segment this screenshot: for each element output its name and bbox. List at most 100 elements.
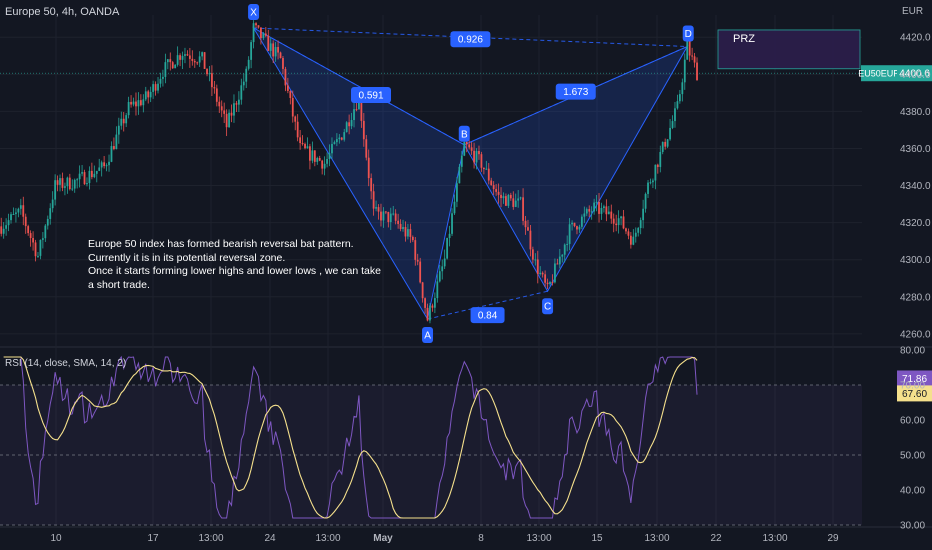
candle-body [340, 137, 343, 140]
candle-body [193, 60, 196, 63]
candle-body [615, 223, 618, 226]
candle-body [289, 90, 292, 98]
candle-body [220, 106, 223, 111]
candle-body [299, 137, 302, 144]
candle-body [433, 298, 436, 308]
trade-annotation: Europe 50 index has formed bearish rever… [88, 238, 381, 291]
prz-zone [717, 29, 861, 70]
candle-body [215, 88, 218, 102]
price-tick-label: 4320.0 [900, 218, 931, 229]
candle-body [598, 201, 600, 214]
candle-body [355, 109, 358, 111]
candle-body [637, 228, 640, 233]
candle-body [576, 226, 578, 230]
point-label-d-bg [682, 25, 694, 42]
point-label-x-bg [248, 3, 260, 20]
candle-body [642, 208, 645, 221]
candle-body [478, 150, 480, 155]
rsi-tick-label: 60.00 [900, 416, 925, 427]
candle-body [76, 179, 79, 181]
candle-body [17, 208, 20, 213]
price-tick-label: 4260.0 [900, 329, 931, 340]
candle-body [73, 179, 76, 189]
candle-body [59, 178, 61, 185]
candle-body [566, 243, 569, 245]
candle-body [375, 207, 377, 209]
candle-body [29, 233, 32, 239]
candle-body [37, 255, 39, 257]
price-tick-label: 4400.0 [900, 70, 931, 81]
candle-body [531, 249, 534, 260]
candle-body [429, 305, 431, 321]
candle-body [267, 35, 270, 51]
price-tick-label: 4300.0 [900, 255, 931, 266]
rsi-line [3, 355, 698, 519]
candle-body [179, 55, 181, 60]
time-tick-label: 13:00 [644, 533, 669, 544]
candle-body [544, 274, 547, 283]
candle-body [304, 143, 306, 149]
candle-body [585, 209, 588, 214]
candle-body [424, 298, 426, 308]
candle-body [612, 218, 615, 224]
candle-body [284, 68, 287, 86]
candle-body [100, 162, 103, 168]
candle-body [495, 189, 498, 192]
candle-body [164, 62, 167, 77]
candle-body [323, 163, 326, 169]
candle-body [257, 25, 260, 28]
candle-body [169, 59, 172, 63]
candle-body [98, 167, 101, 171]
candle-body [147, 91, 150, 98]
candle-body [634, 232, 637, 237]
candle-body [558, 256, 561, 265]
candle-body [389, 213, 392, 223]
candle-body [353, 109, 355, 121]
candle-body [485, 168, 488, 170]
candle-body [321, 160, 324, 169]
candle-body [367, 157, 370, 179]
candle-body [678, 94, 681, 102]
candle-body [108, 161, 110, 166]
candle-body [41, 238, 44, 240]
candle-body [527, 227, 529, 231]
candle-body [480, 154, 483, 168]
candle-body [132, 101, 135, 105]
candle-body [343, 132, 346, 140]
candle-body [142, 99, 145, 106]
price-tick-label: 4280.0 [900, 292, 931, 303]
candle-body [152, 84, 155, 92]
candle-body [196, 62, 199, 64]
candle-body [286, 85, 289, 91]
candle-body [588, 209, 591, 212]
candle-body [277, 47, 279, 53]
candle-body [473, 150, 475, 163]
candle-body [15, 212, 17, 214]
candle-body [233, 103, 235, 116]
candle-body [272, 43, 275, 57]
candle-body [402, 227, 404, 229]
point-label-b-bg [458, 125, 470, 142]
candle-body [490, 180, 493, 186]
candle-body [46, 218, 49, 226]
candle-body [693, 56, 696, 63]
price-tick-label: 4340.0 [900, 181, 931, 192]
candle-body [666, 139, 669, 147]
candle-body [115, 134, 118, 150]
candle-body [56, 180, 59, 185]
candle-body [201, 52, 204, 57]
candle-body [198, 56, 201, 63]
rsi-value-tag-bg [897, 370, 932, 387]
candle-body [301, 143, 304, 145]
time-tick-label: 17 [147, 533, 159, 544]
point-label-a-bg [422, 327, 434, 344]
ratio-label-xd-bg [450, 31, 491, 48]
candle-body [551, 282, 554, 284]
time-tick-label: 8 [478, 533, 484, 544]
candle-body [113, 146, 115, 150]
candle-body [360, 94, 363, 121]
candle-body [407, 229, 409, 237]
rsi-tick-label: 70.00 [900, 381, 925, 392]
candle-body [539, 272, 542, 275]
